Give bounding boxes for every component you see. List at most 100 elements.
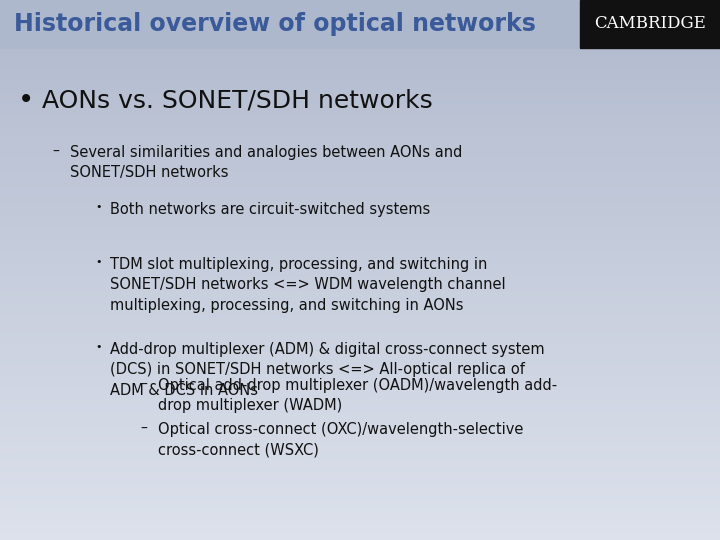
Bar bbox=[0, 515, 720, 518]
Bar bbox=[0, 191, 720, 194]
Bar bbox=[0, 256, 720, 259]
Bar bbox=[0, 302, 720, 305]
Bar bbox=[0, 164, 720, 167]
Bar bbox=[0, 426, 720, 429]
Bar bbox=[0, 305, 720, 308]
Bar bbox=[0, 278, 720, 281]
Text: –: – bbox=[140, 378, 147, 392]
Bar bbox=[0, 102, 720, 105]
Bar bbox=[0, 113, 720, 116]
Bar bbox=[0, 64, 720, 68]
Bar bbox=[0, 121, 720, 124]
Bar bbox=[0, 480, 720, 483]
Bar bbox=[0, 523, 720, 526]
Bar bbox=[0, 440, 720, 443]
Bar bbox=[0, 8, 720, 11]
Bar bbox=[0, 207, 720, 211]
Bar bbox=[0, 37, 720, 40]
Bar bbox=[0, 210, 720, 213]
Bar bbox=[0, 242, 720, 246]
Bar bbox=[0, 521, 720, 524]
Bar bbox=[0, 26, 720, 30]
Bar bbox=[0, 51, 720, 54]
Bar bbox=[0, 232, 720, 235]
Bar bbox=[0, 537, 720, 540]
Bar bbox=[0, 53, 720, 57]
Bar bbox=[0, 337, 720, 340]
Bar bbox=[0, 286, 720, 289]
Bar bbox=[0, 380, 720, 383]
Bar bbox=[0, 172, 720, 176]
Bar bbox=[0, 72, 720, 76]
Bar bbox=[0, 80, 720, 84]
Bar bbox=[0, 205, 720, 208]
Bar bbox=[0, 0, 720, 3]
Bar bbox=[0, 99, 720, 103]
Bar bbox=[0, 529, 720, 532]
Text: Add-drop multiplexer (ADM) & digital cross-connect system
(DCS) in SONET/SDH net: Add-drop multiplexer (ADM) & digital cro… bbox=[110, 342, 544, 398]
Bar bbox=[0, 267, 720, 270]
Bar bbox=[0, 461, 720, 464]
Bar bbox=[0, 475, 720, 478]
Bar bbox=[0, 348, 720, 351]
Bar bbox=[0, 453, 720, 456]
Text: Optical cross-connect (OXC)/wavelength-selective
cross-connect (WSXC): Optical cross-connect (OXC)/wavelength-s… bbox=[158, 422, 523, 457]
Bar bbox=[0, 137, 720, 140]
Bar bbox=[0, 310, 720, 313]
Bar bbox=[0, 197, 720, 200]
Bar bbox=[0, 280, 720, 284]
Bar bbox=[0, 407, 720, 410]
Bar bbox=[0, 178, 720, 181]
Bar bbox=[0, 159, 720, 162]
Bar bbox=[0, 313, 720, 316]
Bar bbox=[0, 464, 720, 467]
Bar bbox=[0, 386, 720, 389]
Bar bbox=[0, 485, 720, 489]
Bar bbox=[0, 248, 720, 251]
Bar bbox=[0, 510, 720, 513]
Bar bbox=[0, 326, 720, 329]
Bar bbox=[0, 140, 720, 143]
Bar bbox=[0, 110, 720, 113]
Bar bbox=[0, 43, 720, 46]
Bar bbox=[0, 418, 720, 421]
Bar bbox=[0, 269, 720, 273]
Bar bbox=[0, 391, 720, 394]
Bar bbox=[0, 124, 720, 127]
Bar bbox=[0, 369, 720, 373]
Bar bbox=[0, 477, 720, 481]
Bar bbox=[0, 245, 720, 248]
Bar bbox=[0, 132, 720, 135]
Bar bbox=[0, 264, 720, 267]
Bar bbox=[0, 218, 720, 221]
Bar bbox=[0, 534, 720, 537]
Bar bbox=[0, 134, 720, 138]
Bar bbox=[0, 361, 720, 365]
Bar bbox=[0, 456, 720, 459]
Bar bbox=[0, 91, 720, 94]
Bar bbox=[0, 35, 720, 38]
Bar bbox=[0, 431, 720, 435]
Bar bbox=[0, 105, 720, 108]
Bar bbox=[0, 261, 720, 265]
Bar bbox=[0, 183, 720, 186]
Bar bbox=[580, 0, 720, 48]
Text: –: – bbox=[52, 145, 59, 159]
Bar bbox=[0, 32, 720, 35]
Bar bbox=[0, 45, 720, 49]
Bar bbox=[0, 240, 720, 243]
Bar bbox=[0, 107, 720, 111]
Text: •: • bbox=[95, 257, 102, 267]
Text: •: • bbox=[95, 342, 102, 352]
Bar bbox=[0, 18, 720, 22]
Bar bbox=[0, 78, 720, 81]
Bar bbox=[0, 234, 720, 238]
Bar bbox=[0, 288, 720, 292]
Bar bbox=[0, 299, 720, 302]
Bar bbox=[0, 496, 720, 500]
Bar bbox=[0, 491, 720, 494]
Bar bbox=[0, 215, 720, 219]
Bar bbox=[0, 48, 720, 51]
Bar bbox=[0, 116, 720, 119]
Bar bbox=[0, 458, 720, 462]
